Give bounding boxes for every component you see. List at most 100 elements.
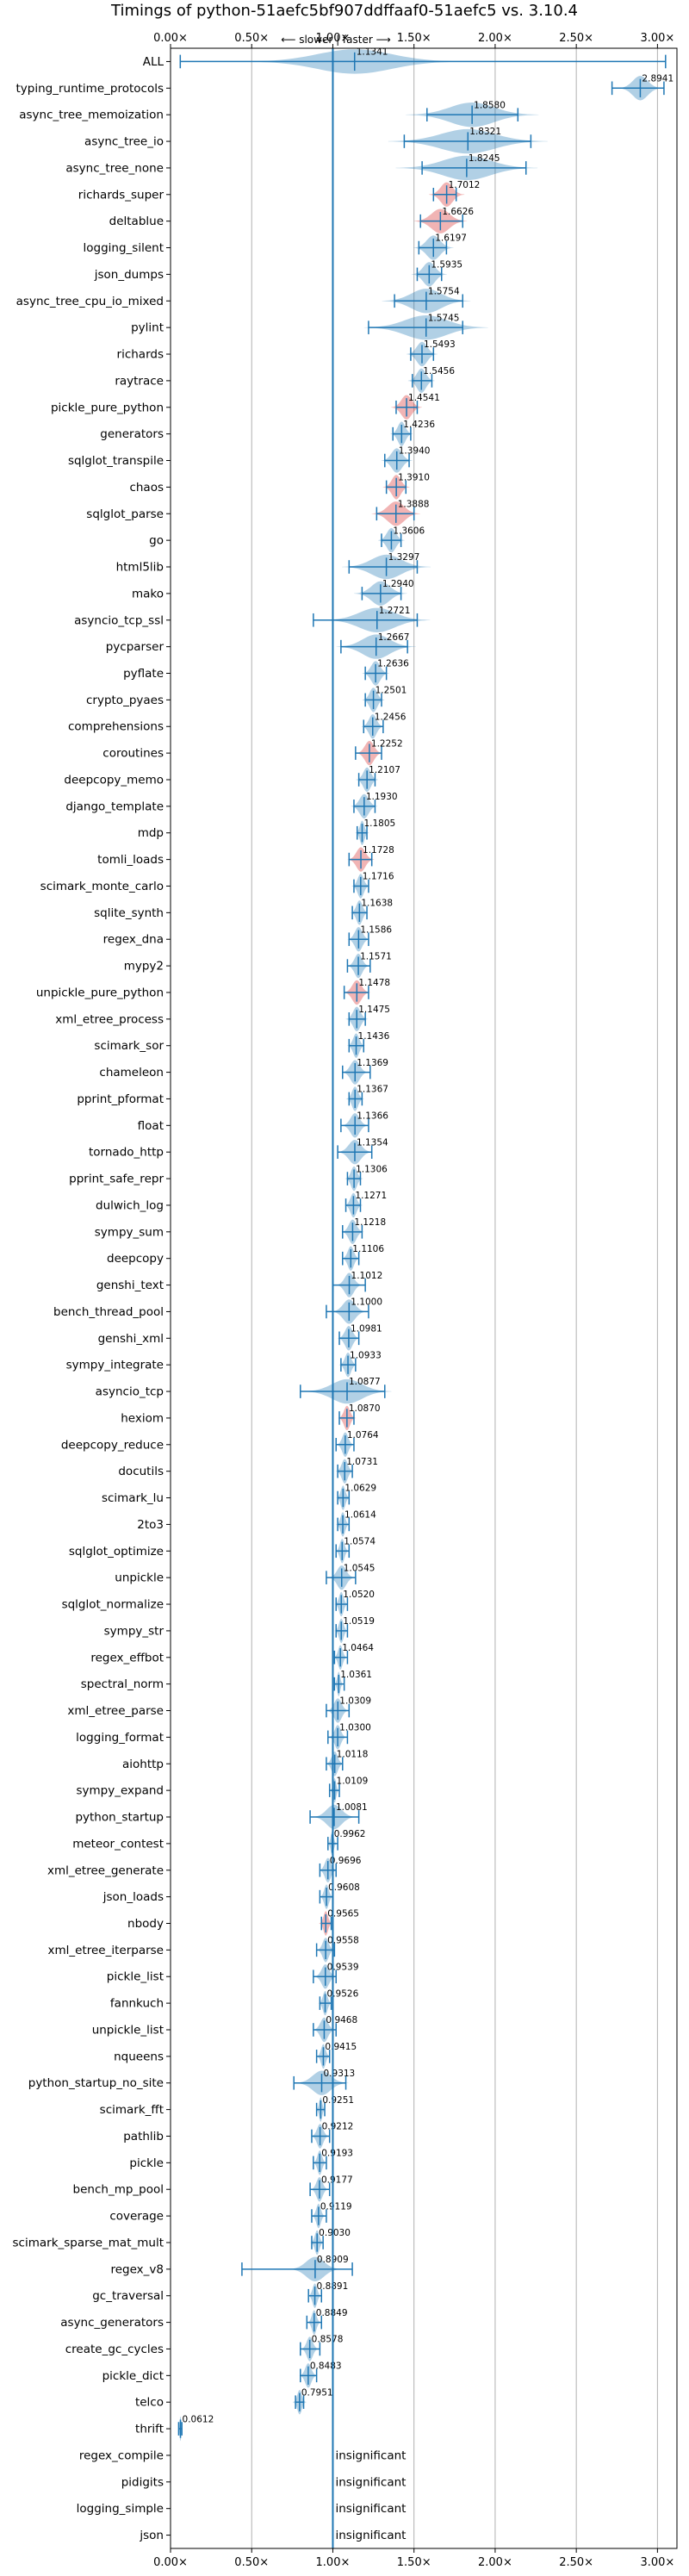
value-label-pyflate: 1.2636	[377, 659, 409, 669]
violin-python-startup-no-site: 0.9313	[293, 2069, 356, 2095]
value-label-typing-runtime-protocols: 2.8941	[642, 73, 673, 84]
value-label-telco: 0.7951	[301, 2387, 333, 2398]
value-label-create-gc-cycles: 0.8578	[312, 2335, 344, 2345]
category-label-go: go	[149, 534, 164, 548]
violin-scimark-sparse-mat-mult: 0.9030	[310, 2228, 351, 2256]
value-label-python-startup-no-site: 0.9313	[324, 2069, 356, 2079]
value-label-coverage: 0.9119	[320, 2201, 352, 2212]
value-label-deepcopy-memo: 1.2107	[369, 765, 400, 775]
category-label-gc-traversal: gc_traversal	[92, 2289, 164, 2303]
violin-unpickle-list: 0.9468	[313, 2015, 357, 2043]
violin-deltablue: 1.6626	[413, 207, 474, 233]
violin-scimark-sor: 1.1436	[347, 1031, 390, 1058]
value-label-logging-format: 1.0300	[339, 1723, 371, 1733]
value-label-pickle-pure-python: 1.4541	[408, 393, 440, 403]
chart-title: Timings of python-51aefc5bf907ddffaaf0-5…	[110, 2, 578, 20]
violin-sympy-expand: 1.0109	[328, 1776, 369, 1803]
category-label-regex-dna: regex_dna	[103, 933, 164, 947]
category-label-regex-effbot: regex_effbot	[90, 1651, 164, 1664]
value-label-scimark-fft: 0.9251	[322, 2095, 354, 2106]
violin-telco: 0.7951	[293, 2387, 333, 2415]
x-tick-label-bottom: 1.50×	[397, 2556, 431, 2569]
violin-tornado-http: 1.1354	[337, 1137, 388, 1165]
value-label-unpickle-list: 0.9468	[326, 2015, 357, 2025]
violin-logging-silent: 1.6197	[413, 233, 467, 260]
value-label-mako: 1.2940	[382, 579, 414, 589]
violin-float: 1.1366	[340, 1111, 388, 1138]
violin-sqlglot-transpile: 1.3940	[381, 446, 430, 473]
violin-bench-mp-pool: 0.9177	[309, 2175, 353, 2202]
category-label-genshi-text: genshi_text	[96, 1279, 164, 1292]
category-label-unpickle: unpickle	[115, 1571, 164, 1585]
value-label-asyncio-tcp-ssl: 1.2721	[379, 606, 411, 616]
y-axis-category-labels: ALL typing_runtime_protocols async_tree_me…	[13, 55, 171, 2542]
category-label-thrift: thrift	[135, 2423, 164, 2436]
value-label-sympy-expand: 1.0109	[337, 1776, 369, 1786]
category-label-pylint: pylint	[131, 321, 164, 335]
violin-genshi-xml: 1.0981	[338, 1323, 382, 1351]
x-tick-label-bottom: 0.50×	[234, 2556, 269, 2569]
value-label-regex-effbot: 1.0464	[342, 1643, 374, 1653]
value-label-pickle-list: 0.9539	[327, 1962, 359, 1972]
category-label-scimark-sor: scimark_sor	[94, 1039, 164, 1053]
value-label-unpickle-pure-python: 1.1478	[358, 978, 390, 988]
value-label-fannkuch: 0.9526	[327, 1988, 359, 1999]
violin-regex-effbot: 1.0464	[333, 1643, 374, 1670]
violin-unpickle: 1.0545	[326, 1563, 375, 1590]
violin-thrift: 0.0612	[177, 2414, 214, 2442]
value-label-hexiom: 1.0870	[349, 1403, 381, 1414]
violin-mako: 1.2940	[354, 579, 414, 607]
value-label-sympy-integrate: 1.0933	[350, 1350, 382, 1360]
violin-richards: 1.5493	[407, 339, 456, 367]
x-tick-label-bottom: 1.00×	[316, 2556, 351, 2569]
violin-async-tree-io: 1.8321	[388, 127, 548, 154]
category-label-coroutines: coroutines	[102, 747, 164, 761]
violin-pickle-pure-python: 1.4541	[391, 393, 440, 420]
value-label-pickle: 0.9193	[321, 2149, 353, 2159]
violin-pprint-pformat: 1.1367	[345, 1085, 388, 1111]
category-label-scimark-lu: scimark_lu	[102, 1491, 164, 1505]
value-label-asyncio-tcp: 1.0877	[349, 1377, 381, 1387]
category-label-python-startup: python_startup	[75, 1811, 164, 1825]
insignificant-label: insignificant	[335, 2529, 406, 2542]
category-label-scimark-fft: scimark_fft	[100, 2103, 164, 2117]
value-label-spectral-norm: 1.0361	[340, 1670, 372, 1680]
x-tick-label-top: 1.50×	[397, 32, 431, 45]
category-label-pickle: pickle	[129, 2156, 164, 2170]
category-label-bench-thread-pool: bench_thread_pool	[53, 1305, 164, 1319]
category-label-async-tree-memoization: async_tree_memoization	[19, 109, 164, 122]
violin-aiohttp: 1.0118	[326, 1749, 368, 1776]
value-label-chameleon: 1.1369	[357, 1058, 388, 1068]
violin-pathlib: 0.9212	[311, 2122, 353, 2149]
category-label-richards-super: richards_super	[78, 188, 164, 202]
violin-xml-etree-iterparse: 0.9558	[315, 1936, 359, 1963]
category-label-telco: telco	[135, 2396, 164, 2410]
violin-unpickle-pure-python: 1.1478	[343, 978, 390, 1005]
violin-comprehensions: 1.2456	[361, 712, 407, 739]
violin-sqlite-synth: 1.1638	[351, 899, 393, 925]
category-label-logging-simple: logging_simple	[77, 2502, 164, 2516]
category-label-asyncio-tcp: asyncio_tcp	[96, 1385, 164, 1399]
violin-asyncio-tcp-ssl: 1.2721	[313, 606, 431, 632]
violin-mypy2: 1.1571	[346, 951, 392, 979]
value-label-scimark-sor: 1.1436	[358, 1031, 390, 1042]
category-label-scimark-monte-carlo: scimark_monte_carlo	[40, 880, 164, 893]
violin-nqueens: 0.9415	[315, 2042, 357, 2069]
violin-sqlglot-optimize: 1.0574	[335, 1536, 376, 1564]
value-label-generators: 1.4236	[403, 420, 435, 430]
x-tick-label-bottom: 2.50×	[559, 2556, 593, 2569]
category-label-float: float	[138, 1119, 164, 1133]
violin-coverage: 0.9119	[311, 2201, 352, 2229]
value-label-pprint-safe-repr: 1.1306	[356, 1164, 388, 1174]
violin-json-loads: 0.9608	[319, 1882, 360, 1909]
insignificant-label: insignificant	[335, 2502, 406, 2516]
x-tick-label-top: 1.00×	[316, 32, 351, 45]
category-label-deepcopy-reduce: deepcopy_reduce	[61, 1438, 164, 1452]
value-label-sympy-str: 1.0519	[343, 1616, 375, 1627]
value-label-genshi-xml: 1.0981	[351, 1323, 382, 1334]
violin-dulwich-log: 1.1271	[344, 1191, 387, 1218]
value-label-coroutines: 1.2252	[371, 738, 403, 749]
value-label-dulwich-log: 1.1271	[355, 1191, 387, 1201]
violin-scimark-fft: 0.9251	[315, 2095, 354, 2122]
